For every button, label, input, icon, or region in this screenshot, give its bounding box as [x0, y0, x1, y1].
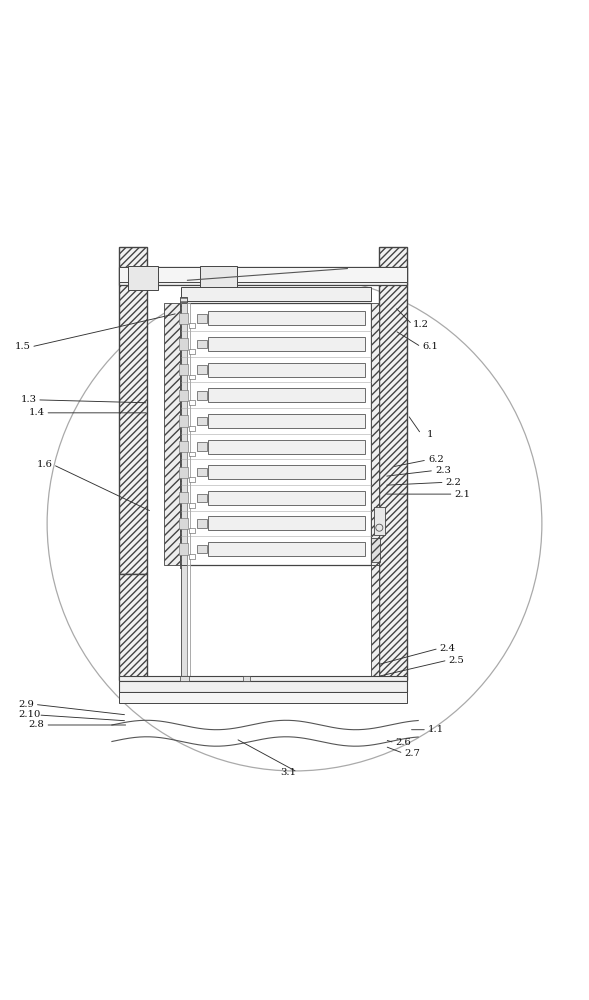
- Bar: [128, 266, 158, 290]
- Bar: [189, 349, 195, 354]
- Bar: [197, 494, 207, 502]
- Bar: [180, 676, 189, 681]
- Text: 1: 1: [426, 430, 434, 439]
- Bar: [200, 266, 237, 288]
- Bar: [189, 528, 195, 533]
- Bar: [119, 692, 407, 703]
- Bar: [179, 338, 188, 350]
- Text: 1.5: 1.5: [14, 342, 31, 351]
- Bar: [197, 468, 207, 476]
- Bar: [180, 297, 187, 568]
- Text: 1.2: 1.2: [413, 320, 429, 329]
- Text: 2.2: 2.2: [446, 478, 461, 487]
- Bar: [197, 442, 207, 451]
- Bar: [197, 365, 207, 374]
- Bar: [179, 313, 188, 324]
- Bar: [164, 303, 180, 565]
- Bar: [208, 491, 365, 505]
- Bar: [189, 375, 195, 379]
- Text: 2.1: 2.1: [454, 490, 471, 499]
- Bar: [189, 426, 195, 431]
- Text: 2.8: 2.8: [29, 720, 44, 729]
- Bar: [179, 492, 188, 503]
- Bar: [208, 516, 365, 530]
- Text: 2.10: 2.10: [18, 710, 41, 719]
- Text: 2.7: 2.7: [405, 749, 420, 758]
- Text: 3.1: 3.1: [280, 768, 297, 777]
- Bar: [179, 415, 188, 427]
- Bar: [189, 477, 195, 482]
- Bar: [119, 267, 407, 285]
- Bar: [119, 681, 407, 692]
- Bar: [181, 287, 371, 301]
- Bar: [208, 363, 365, 377]
- Text: 1.4: 1.4: [28, 408, 45, 417]
- Text: 2.4: 2.4: [439, 644, 456, 653]
- Bar: [179, 518, 188, 529]
- Bar: [189, 503, 195, 508]
- Bar: [371, 565, 379, 680]
- Bar: [119, 247, 147, 574]
- Bar: [197, 417, 207, 425]
- Bar: [371, 538, 380, 562]
- Bar: [181, 303, 371, 565]
- Bar: [197, 314, 207, 323]
- Text: 2.9: 2.9: [18, 700, 34, 709]
- Bar: [208, 542, 365, 556]
- Bar: [208, 388, 365, 402]
- Bar: [179, 364, 188, 375]
- Bar: [243, 676, 250, 681]
- Bar: [179, 543, 188, 555]
- Bar: [189, 452, 195, 456]
- Bar: [179, 441, 188, 452]
- Bar: [197, 391, 207, 400]
- Text: 1.3: 1.3: [20, 395, 37, 404]
- Text: 1.6: 1.6: [37, 460, 52, 469]
- Bar: [187, 303, 190, 565]
- Bar: [379, 247, 407, 680]
- Bar: [208, 414, 365, 428]
- Bar: [371, 303, 379, 565]
- Bar: [208, 465, 365, 479]
- Bar: [208, 311, 365, 325]
- Bar: [179, 390, 188, 401]
- Bar: [189, 400, 195, 405]
- Bar: [208, 440, 365, 454]
- Text: 2.5: 2.5: [449, 656, 464, 665]
- Bar: [119, 676, 407, 681]
- Bar: [208, 337, 365, 351]
- Text: 6.2: 6.2: [428, 455, 444, 464]
- Bar: [119, 267, 407, 282]
- Bar: [197, 519, 207, 528]
- Bar: [374, 507, 385, 535]
- Text: 2.3: 2.3: [435, 466, 451, 475]
- Text: 1.1: 1.1: [428, 725, 444, 734]
- Bar: [197, 545, 207, 553]
- Bar: [197, 340, 207, 348]
- Text: 6.1: 6.1: [422, 342, 438, 351]
- Text: 2.6: 2.6: [396, 738, 411, 747]
- Bar: [181, 303, 187, 565]
- Bar: [189, 554, 195, 559]
- Bar: [187, 565, 190, 680]
- Bar: [181, 565, 187, 680]
- Bar: [119, 574, 147, 680]
- Bar: [179, 467, 188, 478]
- Bar: [189, 323, 195, 328]
